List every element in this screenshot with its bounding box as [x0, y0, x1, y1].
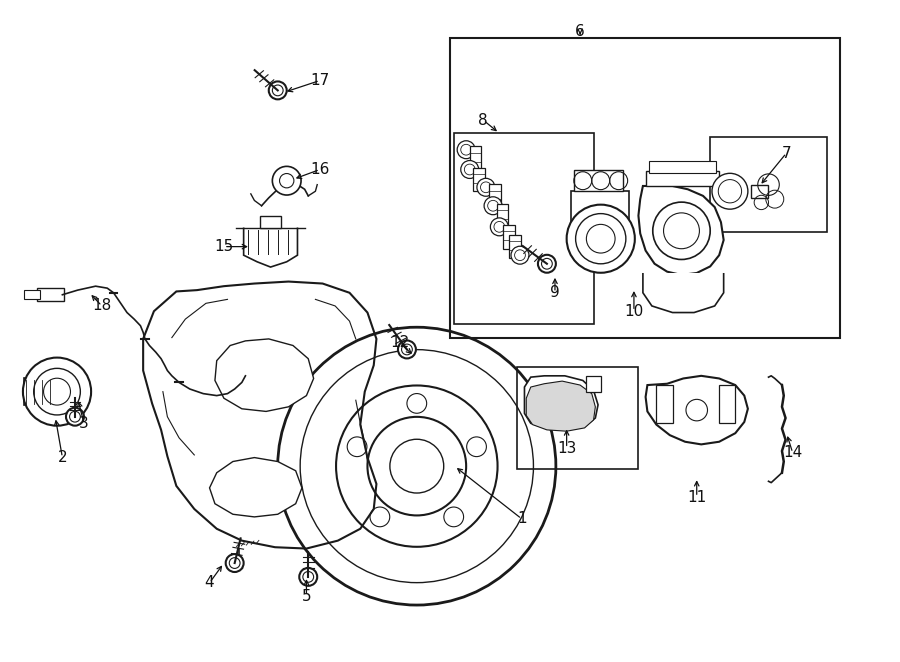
- Bar: [23, 379, 61, 405]
- Polygon shape: [143, 281, 376, 549]
- Ellipse shape: [269, 81, 287, 99]
- Text: 6: 6: [575, 24, 585, 38]
- Text: 13: 13: [557, 441, 576, 456]
- Bar: [649, 161, 716, 173]
- Text: 5: 5: [302, 589, 311, 604]
- Text: 10: 10: [625, 304, 643, 318]
- Ellipse shape: [484, 197, 502, 214]
- Text: 9: 9: [550, 285, 560, 301]
- Text: 1: 1: [517, 511, 526, 526]
- Polygon shape: [526, 381, 596, 431]
- Bar: [574, 170, 623, 191]
- Bar: [645, 171, 719, 186]
- Bar: [719, 385, 735, 423]
- Bar: [37, 288, 64, 301]
- Bar: [450, 38, 841, 338]
- Ellipse shape: [457, 141, 475, 159]
- Text: 7: 7: [781, 146, 791, 160]
- Ellipse shape: [66, 408, 84, 426]
- Bar: [470, 146, 482, 170]
- Bar: [509, 235, 521, 258]
- Polygon shape: [215, 339, 313, 411]
- Text: 18: 18: [93, 299, 112, 313]
- Text: 14: 14: [783, 446, 803, 461]
- Bar: [473, 167, 485, 191]
- Polygon shape: [643, 273, 724, 312]
- Bar: [710, 136, 827, 232]
- Bar: [503, 225, 515, 249]
- Bar: [454, 133, 594, 324]
- Text: 12: 12: [390, 336, 410, 350]
- Bar: [23, 290, 40, 299]
- Text: 16: 16: [310, 162, 329, 177]
- Ellipse shape: [567, 205, 634, 273]
- Text: 3: 3: [79, 416, 89, 431]
- Text: 2: 2: [58, 450, 68, 465]
- Polygon shape: [638, 186, 724, 275]
- Ellipse shape: [22, 357, 91, 426]
- Polygon shape: [244, 228, 298, 267]
- Ellipse shape: [273, 166, 302, 195]
- Bar: [260, 216, 282, 228]
- Ellipse shape: [226, 554, 244, 572]
- Ellipse shape: [300, 568, 317, 586]
- Text: 15: 15: [214, 239, 233, 254]
- Bar: [572, 191, 629, 229]
- Ellipse shape: [477, 178, 495, 196]
- Text: 11: 11: [687, 490, 707, 504]
- Ellipse shape: [398, 340, 416, 358]
- Bar: [752, 185, 768, 198]
- Bar: [587, 376, 600, 392]
- Bar: [656, 385, 672, 423]
- Ellipse shape: [511, 246, 529, 264]
- Text: 17: 17: [310, 73, 329, 88]
- Bar: [490, 184, 501, 208]
- Bar: [518, 367, 638, 469]
- Bar: [497, 204, 508, 228]
- Text: 4: 4: [204, 575, 214, 591]
- Polygon shape: [525, 376, 598, 430]
- Polygon shape: [645, 376, 748, 444]
- Ellipse shape: [491, 218, 508, 236]
- Ellipse shape: [712, 173, 748, 209]
- Ellipse shape: [538, 255, 556, 273]
- Polygon shape: [210, 457, 302, 517]
- Ellipse shape: [461, 160, 479, 179]
- Text: 8: 8: [479, 113, 488, 128]
